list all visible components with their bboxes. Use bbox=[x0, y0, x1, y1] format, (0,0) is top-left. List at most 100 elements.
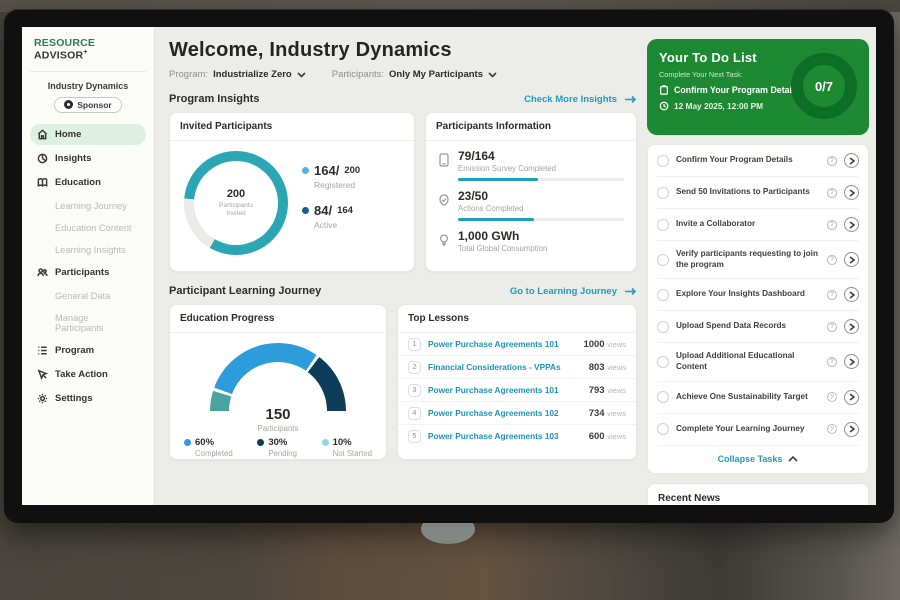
dashboard-column: Welcome, Industry Dynamics Program: Indu… bbox=[169, 39, 637, 505]
sidebar-item-learning-journey[interactable]: Learning Journey bbox=[55, 201, 127, 211]
sidebar-item-general-data[interactable]: General Data bbox=[55, 291, 111, 301]
sidebar-item-settings[interactable]: Settings bbox=[30, 388, 146, 409]
todo-column: Your To Do List Complete Your Next Task:… bbox=[647, 39, 869, 505]
lesson-views-value: 1000 bbox=[583, 338, 605, 350]
todo-due-date: 12 May 2025, 12:00 PM bbox=[674, 101, 764, 111]
todo-checkbox[interactable] bbox=[657, 355, 669, 368]
settings-icon bbox=[37, 393, 48, 404]
program-filter-dropdown[interactable]: Industrialize Zero bbox=[213, 69, 306, 80]
legend-dot-pending bbox=[257, 439, 265, 446]
pending-value: 30% bbox=[268, 437, 288, 448]
org-name: Industry Dynamics bbox=[47, 80, 129, 91]
program-icon bbox=[38, 346, 47, 355]
not-started-value: 10% bbox=[332, 437, 352, 448]
todo-open-button[interactable] bbox=[844, 319, 859, 335]
top-lessons-title: Top Lessons bbox=[398, 305, 636, 333]
page-title: Welcome, Industry Dynamics bbox=[169, 39, 452, 61]
lesson-link[interactable]: Power Purchase Agreements 102 bbox=[428, 408, 559, 418]
help-icon[interactable]: ? bbox=[827, 219, 837, 230]
sidebar-item-take-action[interactable]: Take Action bbox=[30, 364, 146, 385]
todo-checkbox[interactable] bbox=[657, 320, 669, 333]
lesson-row: 5 Power Purchase Agreements 103 600 view… bbox=[398, 425, 636, 447]
go-to-learning-journey-link[interactable]: Go to Learning Journey bbox=[510, 286, 637, 297]
help-icon[interactable]: ? bbox=[827, 254, 837, 265]
lesson-row: 3 Power Purchase Agreements 101 793 view… bbox=[398, 379, 636, 402]
check-more-insights-link[interactable]: Check More Insights bbox=[524, 94, 637, 105]
sidebar-item-insights[interactable]: Insights bbox=[30, 148, 146, 169]
lesson-link[interactable]: Power Purchase Agreements 101 bbox=[428, 385, 559, 395]
todo-checkbox[interactable] bbox=[657, 186, 669, 199]
todo-open-button[interactable] bbox=[844, 421, 859, 437]
todo-item: Achieve One Sustainability Target ? bbox=[657, 382, 859, 414]
sidebar-item-label: Home bbox=[55, 129, 82, 140]
todo-progress-value: 0/7 bbox=[814, 78, 834, 94]
help-icon[interactable]: ? bbox=[827, 424, 837, 435]
donut-legend: 164/200 Registered 84/164 Active bbox=[302, 163, 360, 243]
lesson-link[interactable]: Power Purchase Agreements 101 bbox=[428, 339, 559, 349]
legend-dot-not-started bbox=[321, 439, 329, 446]
lesson-row: 2 Financial Considerations - VPPAs 803 v… bbox=[398, 356, 636, 379]
lesson-row: 1 Power Purchase Agreements 101 1000 vie… bbox=[398, 333, 636, 356]
todo-item: Upload Additional Educational Content ? bbox=[657, 343, 859, 382]
todo-open-button[interactable] bbox=[844, 287, 859, 303]
invited-participants-title: Invited Participants bbox=[170, 113, 414, 141]
todo-checkbox[interactable] bbox=[657, 423, 669, 436]
lesson-views-word: views bbox=[607, 385, 626, 395]
todo-checkbox[interactable] bbox=[657, 253, 669, 266]
sponsor-badge[interactable]: Sponsor bbox=[54, 96, 122, 113]
participants-filter: Participants: Only My Participants bbox=[332, 69, 497, 80]
sidebar-item-program[interactable]: Program bbox=[30, 340, 146, 361]
todo-checkbox[interactable] bbox=[657, 288, 669, 301]
legend-pending: 30% Pending bbox=[257, 437, 297, 458]
participants-filter-value: Only My Participants bbox=[389, 69, 483, 80]
help-icon[interactable]: ? bbox=[827, 392, 837, 403]
todo-checkbox[interactable] bbox=[657, 154, 669, 167]
todo-open-button[interactable] bbox=[844, 389, 859, 405]
sidebar-item-manage-participants[interactable]: Manage Participants bbox=[55, 313, 104, 333]
participants-filter-label: Participants: bbox=[331, 69, 385, 80]
survey-label: Emission Survey Completed bbox=[458, 164, 556, 173]
todo-open-button[interactable] bbox=[844, 217, 859, 232]
gauge-legend: 60% Completed 30% Pending 10% Not Starte… bbox=[170, 427, 386, 458]
lesson-views-value: 793 bbox=[588, 384, 605, 396]
help-icon[interactable]: ? bbox=[827, 289, 837, 300]
todo-item: Upload Spend Data Records ? bbox=[657, 311, 859, 344]
home-icon bbox=[37, 129, 48, 140]
sidebar-item-learning-insights[interactable]: Learning Insights bbox=[55, 245, 126, 255]
todo-open-button[interactable] bbox=[844, 185, 859, 200]
todo-next-task: Confirm Your Program Details bbox=[674, 85, 800, 95]
collapse-tasks-button[interactable]: Collapse Tasks bbox=[657, 446, 859, 473]
sidebar-item-home[interactable]: Home bbox=[30, 124, 146, 145]
lesson-views-word: views bbox=[607, 339, 626, 349]
help-icon[interactable]: ? bbox=[827, 187, 837, 198]
todo-title: Your To Do List bbox=[659, 50, 757, 65]
todo-open-button[interactable] bbox=[844, 153, 859, 168]
chevron-right-icon bbox=[849, 188, 855, 197]
clipboard-icon bbox=[660, 85, 668, 95]
survey-progress-bar bbox=[458, 178, 624, 181]
lesson-link[interactable]: Financial Considerations - VPPAs bbox=[428, 362, 561, 372]
participants-filter-dropdown[interactable]: Only My Participants bbox=[389, 69, 497, 80]
sidebar-item-education-content[interactable]: Education Content bbox=[55, 223, 132, 233]
sponsor-badge-label: Sponsor bbox=[77, 99, 112, 110]
todo-list: Confirm Your Program Details ? Send 50 I… bbox=[647, 144, 869, 474]
help-icon[interactable]: ? bbox=[827, 155, 837, 166]
chevron-right-icon bbox=[849, 358, 855, 366]
sidebar-item-education[interactable]: Education bbox=[30, 172, 146, 193]
clock-icon bbox=[659, 101, 669, 111]
lesson-rank: 1 bbox=[408, 337, 421, 351]
help-icon[interactable]: ? bbox=[827, 321, 837, 332]
sidebar-item-participants[interactable]: Participants bbox=[30, 262, 146, 283]
invited-participants-donut: 200 Participants Invited bbox=[184, 151, 288, 255]
legend-completed: 60% Completed bbox=[184, 437, 233, 458]
todo-item-label: Upload Additional Educational Content bbox=[676, 351, 795, 371]
legend-registered: 164/200 Registered bbox=[302, 163, 360, 190]
main-area: Welcome, Industry Dynamics Program: Indu… bbox=[155, 27, 876, 505]
todo-checkbox[interactable] bbox=[657, 391, 669, 404]
lesson-rank: 3 bbox=[408, 383, 421, 397]
todo-checkbox[interactable] bbox=[657, 218, 669, 231]
help-icon[interactable]: ? bbox=[827, 356, 837, 367]
lesson-link[interactable]: Power Purchase Agreements 103 bbox=[428, 431, 559, 441]
todo-open-button[interactable] bbox=[844, 354, 859, 370]
todo-open-button[interactable] bbox=[844, 252, 859, 268]
